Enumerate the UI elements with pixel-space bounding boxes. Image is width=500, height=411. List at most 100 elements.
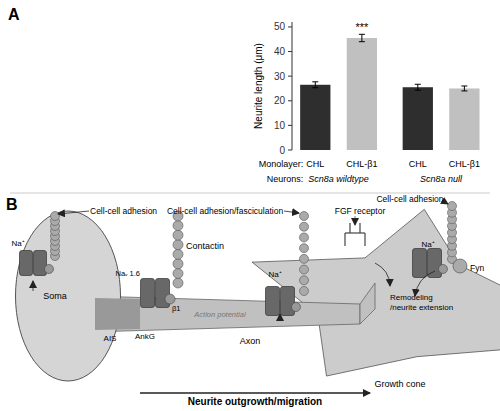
- beta-subunit: [439, 265, 448, 274]
- channel: [20, 251, 33, 276]
- figure: A 0 10 20 30 40 50 Neurite length (μm) *** Monola…: [0, 0, 500, 411]
- diagram-label: AnkG: [135, 332, 155, 341]
- diagram-label: β1: [172, 304, 181, 313]
- outgrowth-arrow: [140, 392, 370, 394]
- bead: [300, 287, 309, 296]
- y-tick: [288, 26, 292, 27]
- y-tick-label: 0: [279, 145, 285, 156]
- diagram-label: AIS: [104, 334, 117, 343]
- growth-cone: [252, 209, 500, 376]
- bead: [300, 254, 309, 263]
- channel: [34, 251, 47, 276]
- y-tick-label: 20: [274, 95, 286, 106]
- soma: [16, 211, 121, 381]
- ion-arrow: [280, 314, 281, 319]
- axon: [90, 296, 360, 332]
- bead: [300, 276, 309, 285]
- bead: [300, 244, 309, 253]
- diagram-label: Na⁺: [268, 270, 281, 279]
- y-tick: [288, 125, 292, 126]
- ais-region: [95, 298, 140, 330]
- significance: ***: [355, 21, 369, 33]
- diagram-label: Contactin: [186, 241, 224, 251]
- bead: [173, 240, 183, 250]
- beta-subunit: [45, 265, 54, 274]
- beta-subunit: [165, 294, 175, 304]
- bead: [448, 202, 457, 211]
- y-tick: [288, 51, 292, 52]
- diagram-label: Action potential: [193, 310, 246, 319]
- bar: [403, 87, 433, 150]
- diagram-label: Cell-cell adhesion/fasciculation: [167, 206, 284, 216]
- group-label: Scn8a null: [420, 174, 463, 184]
- error-bar: [461, 86, 467, 91]
- schematic: [16, 201, 500, 393]
- fyn: [453, 259, 467, 273]
- category-label: CHL: [409, 159, 427, 169]
- bead: [173, 268, 183, 278]
- y-tick-label: 50: [274, 21, 286, 32]
- y-tick-label: 40: [274, 46, 286, 57]
- y-tick: [288, 100, 292, 101]
- y-tick: [288, 76, 292, 77]
- channel: [281, 287, 295, 316]
- diagram-label: Neurite outgrowth/migration: [188, 396, 322, 407]
- diagram-label: Naᵥ 1.6: [115, 269, 140, 278]
- diagram-label: Axon: [240, 336, 261, 346]
- category-label: CHL-β1: [346, 159, 377, 169]
- label-arrow: [355, 216, 356, 225]
- diagram-label: Cell-cell adhesion: [376, 194, 443, 204]
- group-label: Scn8a wildtype: [308, 174, 369, 184]
- diagram-label: Remodeling/neurite extension: [390, 293, 453, 312]
- bar: [347, 38, 377, 150]
- error-bar: [312, 82, 318, 88]
- diagram-label: Fyn: [470, 263, 484, 273]
- diagram-label: Cell-cell adhesion: [90, 206, 157, 216]
- y-tick-label: 10: [274, 120, 286, 131]
- label-arrow: [284, 211, 299, 213]
- bead: [173, 221, 183, 231]
- bar: [449, 88, 479, 150]
- label-arrow: [443, 201, 448, 204]
- bar: [300, 85, 330, 150]
- channel: [413, 249, 427, 278]
- bead: [300, 233, 309, 242]
- diagram-label: FGF receptor: [335, 206, 386, 216]
- bead: [300, 222, 309, 231]
- text-line: Remodeling: [390, 293, 433, 302]
- bead: [300, 265, 309, 274]
- fgf-receptor: [349, 223, 350, 233]
- category-label: CHL: [306, 159, 324, 169]
- fgf-receptor: [344, 233, 345, 246]
- bead: [300, 212, 309, 221]
- category-title: Monolayer:: [259, 159, 304, 169]
- panel-label: B: [6, 196, 18, 213]
- bead: [173, 230, 183, 240]
- channel: [266, 287, 280, 316]
- y-axis-label: Neurite length (μm): [253, 43, 264, 129]
- text-line: /neurite extension: [390, 303, 453, 312]
- fgf-receptor: [364, 233, 365, 246]
- diagram-label: Na⁺: [421, 240, 434, 249]
- y-tick-label: 30: [274, 71, 286, 82]
- curved-arrow: [375, 263, 390, 286]
- category-label: CHL-β1: [449, 159, 480, 169]
- bead: [173, 259, 183, 269]
- y-tick: [288, 150, 292, 151]
- label-arrow: [58, 211, 89, 214]
- diagram-label: Growth cone: [374, 379, 425, 389]
- error-bar: [359, 34, 365, 41]
- bead: [173, 249, 183, 259]
- plot-area: [300, 34, 479, 150]
- bead: [51, 212, 60, 221]
- channel: [141, 279, 155, 308]
- error-bar: [415, 84, 421, 90]
- y-axis-line: [292, 22, 293, 150]
- group-title: Neurons:: [267, 174, 304, 184]
- ion-arrow: [33, 281, 34, 291]
- panel-label: A: [8, 6, 20, 23]
- fgf-receptor: [345, 232, 365, 233]
- fgf-receptor: [359, 223, 360, 233]
- beta-subunit: [292, 303, 301, 312]
- axon-connection: [360, 283, 375, 324]
